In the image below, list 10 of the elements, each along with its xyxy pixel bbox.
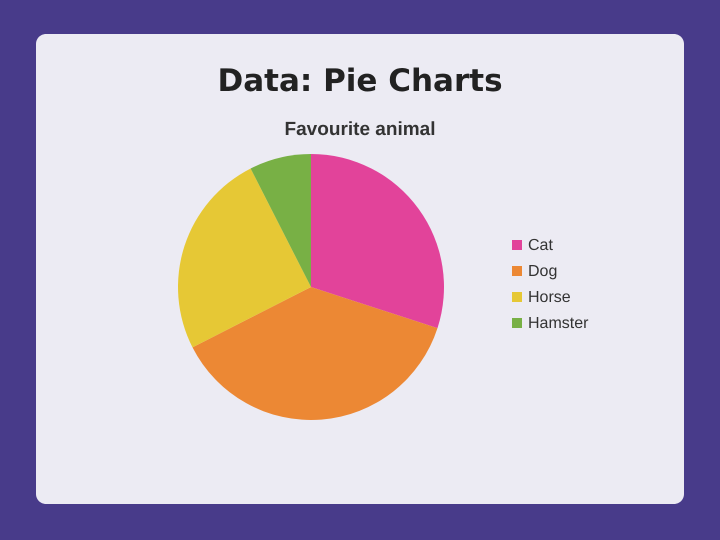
pie-slice [311,154,444,328]
legend-label: Hamster [528,315,590,332]
pie-slice [178,168,311,348]
chart-subtitle: Favourite animal [284,119,436,140]
legend-label: Cat [528,237,554,254]
pie-slice [250,154,311,287]
legend-label: Horse [528,289,571,306]
pie-slice [192,287,438,420]
chart-title: Data: Pie Charts [217,63,503,99]
legend-label: Dog [528,263,558,280]
